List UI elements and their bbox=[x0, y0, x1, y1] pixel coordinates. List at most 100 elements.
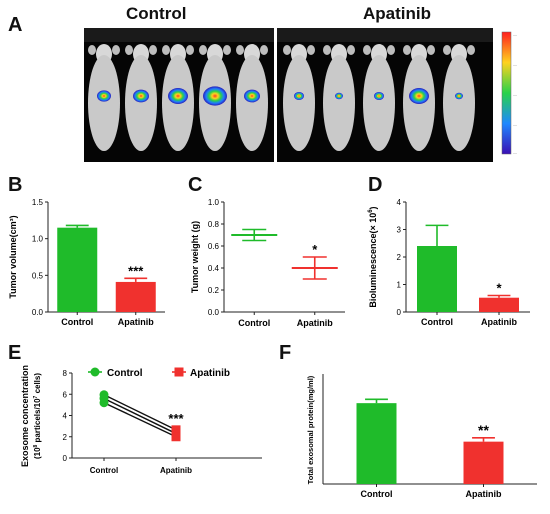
exosome-pair-line-2 bbox=[103, 397, 177, 435]
exosome-ytick-label-2: 4 bbox=[63, 412, 68, 421]
exosome-ytick-label-4: 8 bbox=[63, 369, 68, 378]
luminescence-color-scale bbox=[501, 31, 512, 155]
control-tumor-signal-4 bbox=[203, 86, 227, 106]
exosome-apatinib-point-3 bbox=[171, 432, 181, 442]
control-mice-group bbox=[88, 44, 268, 151]
volume-ylabel: Tumor volume(cm³) bbox=[8, 215, 18, 298]
exosome-ytick-label-3: 6 bbox=[63, 390, 68, 399]
panel-b-letter: B bbox=[8, 174, 23, 196]
protein-significance-apatinib: ** bbox=[478, 422, 489, 438]
exosome-legend: Control Apatinib bbox=[88, 367, 230, 379]
svg-text:—: — bbox=[513, 122, 517, 127]
exosome-ylabel-line1: Exosome concentration bbox=[20, 365, 30, 467]
control-tumor-signal-5 bbox=[244, 89, 260, 103]
biolum-xtick-label-apatinib: Apatinib bbox=[481, 317, 517, 327]
protein-ylabel: Total exosomal protein(mg/ml) bbox=[306, 375, 315, 484]
apatinib-tumor-signal-1 bbox=[294, 92, 304, 100]
volume-ytick-label-3: 1.5 bbox=[32, 198, 44, 207]
biolum-significance-apatinib: * bbox=[496, 281, 502, 296]
biolum-ytick-label-0: 0 bbox=[397, 308, 402, 317]
tumor-volume-chart: 0.0 0.5 1.0 1.5 Control Apatinib *** Tumor volu… bbox=[8, 198, 165, 327]
control-mouse-body-5 bbox=[236, 55, 268, 151]
weight-xtick-label-apatinib: Apatinib bbox=[297, 318, 333, 328]
volume-ytick-label-2: 1.0 bbox=[32, 235, 44, 244]
svg-text:—: — bbox=[513, 150, 517, 155]
weight-ytick-label-5: 1.0 bbox=[208, 198, 220, 207]
volume-bar-apatinib bbox=[115, 281, 156, 312]
weight-ytick-label-3: 0.6 bbox=[208, 242, 220, 251]
apatinib-mice-group bbox=[283, 44, 475, 151]
biolum-ytick-label-4: 4 bbox=[397, 198, 402, 207]
control-tumor-signal-3 bbox=[168, 88, 188, 104]
weight-xtick-label-control: Control bbox=[238, 318, 270, 328]
biolum-bar-apatinib bbox=[479, 297, 519, 312]
apatinib-mouse-body-2 bbox=[323, 55, 355, 151]
exosome-xtick-label-apatinib: Apatinib bbox=[160, 466, 192, 475]
apatinib-tumor-signal-4 bbox=[409, 88, 429, 104]
weight-ytick-label-2: 0.4 bbox=[208, 264, 220, 273]
apatinib-mouse-1 bbox=[283, 44, 315, 151]
apatinib-mouse-4 bbox=[403, 44, 435, 151]
exosome-concentration-chart: 0 2 4 6 8 Control Apatinib *** Control Apatinib Ex… bbox=[20, 365, 262, 475]
weight-ytick-label-4: 0.8 bbox=[208, 220, 220, 229]
exosome-ytick-label-1: 2 bbox=[63, 433, 68, 442]
control-mouse-2 bbox=[125, 44, 157, 151]
svg-text:—: — bbox=[513, 62, 517, 67]
apatinib-tumor-signal-5 bbox=[455, 92, 463, 100]
panel-a-control-label: Control bbox=[126, 4, 187, 23]
exosome-pair-line-1 bbox=[103, 394, 177, 431]
exosome-xtick-label-control: Control bbox=[90, 466, 118, 475]
apatinib-mouse-body-5 bbox=[443, 55, 475, 151]
control-mouse-1 bbox=[88, 44, 120, 151]
apatinib-mouse-3 bbox=[363, 44, 395, 151]
exosome-ytick-label-0: 0 bbox=[63, 454, 68, 463]
volume-xtick-label-control: Control bbox=[61, 317, 93, 327]
panel-f-letter: F bbox=[279, 342, 292, 364]
legend-control-marker bbox=[90, 367, 100, 377]
protein-xtick-label-control: Control bbox=[361, 489, 393, 499]
exosome-pair-line-3 bbox=[103, 402, 177, 438]
exosome-significance-apatinib: *** bbox=[168, 411, 184, 426]
protein-xtick-label-apatinib: Apatinib bbox=[466, 489, 502, 499]
bioluminescence-chart: 0 1 2 3 4 Control Apatinib * Bioluminescence(× 1… bbox=[368, 198, 530, 327]
control-mouse-body-1 bbox=[88, 55, 120, 151]
legend-apatinib-marker bbox=[174, 367, 184, 377]
mouse-imaging-panel: — — — — — bbox=[84, 28, 517, 162]
control-tumor-signal-2 bbox=[133, 89, 149, 103]
protein-bar-control bbox=[356, 403, 397, 484]
control-tumor-signal-1 bbox=[97, 90, 111, 102]
biolum-ytick-label-3: 3 bbox=[397, 226, 402, 235]
legend-apatinib-label: Apatinib bbox=[190, 368, 230, 379]
svg-text:—: — bbox=[513, 32, 517, 37]
weight-ytick-label-0: 0.0 bbox=[208, 308, 220, 317]
volume-ytick-label-1: 0.5 bbox=[32, 271, 44, 280]
apatinib-mouse-body-3 bbox=[363, 55, 395, 151]
biolum-ytick-label-2: 2 bbox=[397, 253, 402, 262]
apatinib-tumor-signal-2 bbox=[335, 92, 343, 100]
panel-d-letter: D bbox=[368, 174, 383, 196]
control-mouse-4 bbox=[199, 44, 231, 151]
panel-e-letter: E bbox=[8, 342, 22, 364]
apatinib-mouse-body-1 bbox=[283, 55, 315, 151]
weight-significance-apatinib: * bbox=[312, 242, 318, 257]
volume-ytick-label-0: 0.0 bbox=[32, 308, 44, 317]
apatinib-tumor-signal-3 bbox=[374, 92, 384, 100]
exosome-ylabel-line2: (108 particels/107 cells) bbox=[33, 373, 42, 459]
exosomal-protein-chart: Control Apatinib ** Total exosomal protein(… bbox=[306, 374, 537, 499]
control-mouse-5 bbox=[236, 44, 268, 151]
apatinib-mouse-2 bbox=[323, 44, 355, 151]
control-mouse-body-2 bbox=[125, 55, 157, 151]
biolum-bar-control bbox=[417, 246, 457, 312]
control-mouse-3 bbox=[162, 44, 194, 151]
svg-text:—: — bbox=[513, 92, 517, 97]
protein-bar-apatinib bbox=[463, 441, 504, 484]
biolum-ytick-label-1: 1 bbox=[397, 281, 402, 290]
panel-a-letter: A bbox=[8, 14, 23, 36]
panel-c-letter: C bbox=[188, 174, 203, 196]
volume-significance-apatinib: *** bbox=[128, 263, 144, 278]
biolum-xtick-label-control: Control bbox=[421, 317, 453, 327]
biolum-ylabel: Bioluminescence(× 106) bbox=[368, 206, 378, 307]
panel-a-apatinib-label: Apatinib bbox=[363, 4, 431, 23]
weight-ylabel: Tumor weight (g) bbox=[190, 221, 200, 293]
legend-control-label: Control bbox=[107, 368, 143, 379]
